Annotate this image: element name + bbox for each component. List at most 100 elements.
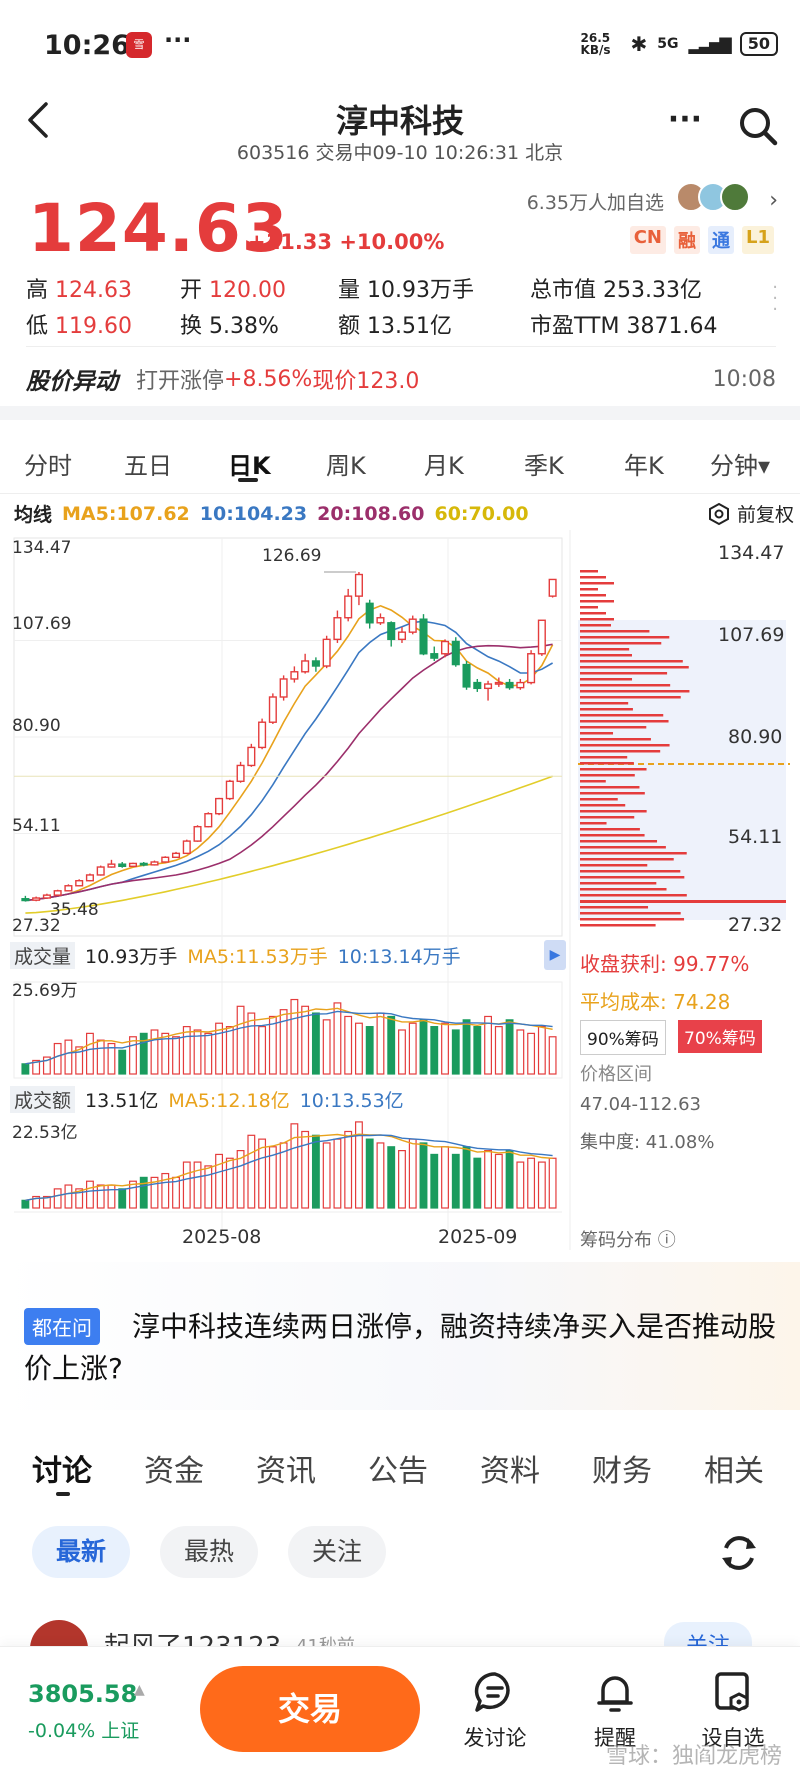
amount-bar <box>107 1184 116 1209</box>
tab-daily-k[interactable]: 日K <box>228 452 271 480</box>
index-toggle-icon[interactable]: ▲ <box>134 1682 145 1698</box>
price-axis-left-3: 80.90 <box>12 716 61 736</box>
badge-cn[interactable]: CN <box>629 226 666 254</box>
back-button[interactable] <box>26 100 50 150</box>
kline-chart[interactable] <box>0 530 800 1260</box>
badge-l1[interactable]: L1 <box>742 226 774 254</box>
tab-intraday[interactable]: 分时 <box>24 452 72 480</box>
tab-weekly-k[interactable]: 周K <box>326 452 366 480</box>
ma60-value: 60:70.00 <box>434 502 529 525</box>
ask-question[interactable]: 淳中科技连续两日涨停，融资持续净买入是否推动股价上涨? <box>24 1310 777 1385</box>
volume-value: 10.93万手 <box>85 946 178 968</box>
volume-ma5: MA5:11.53万手 <box>187 946 328 968</box>
chip-bar <box>580 798 618 801</box>
volume-ma10: 10:13.14万手 <box>337 946 461 968</box>
app-notification-icon: 雪 <box>126 32 152 58</box>
stat-label: 高 <box>26 278 49 303</box>
volume-bar <box>53 1042 62 1075</box>
amount-bar <box>494 1153 503 1209</box>
volume-bar <box>150 1029 159 1075</box>
follower-avatars[interactable] <box>676 182 750 212</box>
volume-label[interactable]: 成交量 <box>10 942 76 969</box>
expand-panel-icon[interactable]: ▶ <box>544 940 566 970</box>
filter-hot[interactable]: 最热 <box>160 1526 259 1578</box>
adjust-label: 前复权 <box>736 504 794 526</box>
chip-bar <box>580 876 685 879</box>
volume-bar <box>516 1029 525 1075</box>
tab-related[interactable]: 相关 <box>704 1454 764 1489</box>
chip-bar <box>580 828 640 831</box>
tab-announcements[interactable]: 公告 <box>368 1454 428 1489</box>
tab-monthly-k[interactable]: 月K <box>424 452 464 480</box>
chip-bar <box>580 882 657 885</box>
tab-profile[interactable]: 资料 <box>480 1454 540 1489</box>
volume-ma10-line <box>25 1010 553 1065</box>
amount-label[interactable]: 成交额 <box>10 1086 76 1113</box>
bell-icon <box>597 1676 633 1712</box>
stat-turnover: 换 5.38% <box>180 308 279 340</box>
chip-cost-value: 74.28 <box>673 990 731 1014</box>
adjust-button[interactable]: 前复权 <box>707 500 794 527</box>
amount-bar <box>161 1172 170 1209</box>
alert-title: 股价异动 <box>26 369 118 395</box>
badge-connect[interactable]: 通 <box>708 226 734 254</box>
chip-bar <box>580 768 647 771</box>
add-watchlist-button[interactable]: 设自选 <box>688 1670 778 1752</box>
candle <box>462 663 471 688</box>
candle <box>75 880 84 887</box>
badge-margin[interactable]: 融 <box>674 226 700 254</box>
volume-bar <box>387 1015 396 1075</box>
tab-discussion[interactable]: 讨论 <box>32 1454 92 1489</box>
chat-icon <box>474 1672 510 1712</box>
candle <box>139 862 148 866</box>
chip-bar <box>580 684 671 687</box>
watchlist-icon <box>715 1672 749 1712</box>
candle <box>118 863 127 868</box>
expand-stats-icon[interactable]: · · · <box>772 277 778 320</box>
index-value[interactable]: 3805.58 <box>28 1680 138 1708</box>
price-axis-left-top: 134.47 <box>12 538 72 558</box>
chip-distribution-info[interactable]: 筹码分布 ⓘ <box>580 1230 676 1251</box>
tab-quarterly-k[interactable]: 季K <box>524 452 564 480</box>
tab-news[interactable]: 资讯 <box>256 1454 316 1489</box>
chevron-right-icon[interactable]: › <box>769 188 778 213</box>
post-discussion-label: 发讨论 <box>463 1726 527 1750</box>
filter-latest[interactable]: 最新 <box>32 1526 131 1578</box>
candle <box>311 660 320 667</box>
stat-value: 124.63 <box>55 278 132 303</box>
candle <box>505 681 514 689</box>
price-alert[interactable]: 股价异动 打开涨停 +8.56% 现价123.0 10:08 <box>26 362 776 396</box>
amount-bar <box>408 1138 417 1209</box>
candle <box>494 681 503 685</box>
filter-following[interactable]: 关注 <box>288 1526 387 1578</box>
tab-financials[interactable]: 财务 <box>592 1454 652 1489</box>
followers-count[interactable]: 6.35万人加自选 <box>526 192 664 214</box>
search-icon[interactable] <box>738 106 778 146</box>
amount-bar <box>86 1180 94 1209</box>
post-discussion-button[interactable]: 发讨论 <box>450 1670 540 1752</box>
candle <box>290 671 299 680</box>
ask-banner[interactable] <box>0 1262 800 1410</box>
tab-funds[interactable]: 资金 <box>144 1454 204 1489</box>
alert-text-b: 现价123.0 <box>312 369 420 394</box>
trade-button[interactable]: 交易 <box>200 1666 420 1752</box>
remind-button[interactable]: 提醒 <box>570 1670 660 1752</box>
chip90-button[interactable]: 90%筹码 <box>580 1020 666 1055</box>
signal-bars-icon: ▂▃▅▇ <box>688 34 732 54</box>
tab-five-day[interactable]: 五日 <box>124 452 172 480</box>
ma10-line <box>25 620 554 902</box>
chip-bar <box>580 810 647 813</box>
candle <box>247 746 256 767</box>
more-button[interactable]: ··· <box>667 102 702 137</box>
chip70-button[interactable]: 70%筹码 <box>678 1020 762 1053</box>
chip-bar <box>580 912 681 915</box>
tab-yearly-k[interactable]: 年K <box>624 452 664 480</box>
volume-bar <box>376 1012 385 1075</box>
amount-bar <box>53 1188 62 1209</box>
refresh-icon[interactable] <box>718 1532 760 1574</box>
amount-bar <box>516 1161 525 1209</box>
chip-bar <box>580 804 626 807</box>
index-change: -0.04% 上证 <box>28 1720 140 1742</box>
tab-minute[interactable]: 分钟▾ <box>710 452 771 480</box>
chip-bar <box>580 918 685 921</box>
